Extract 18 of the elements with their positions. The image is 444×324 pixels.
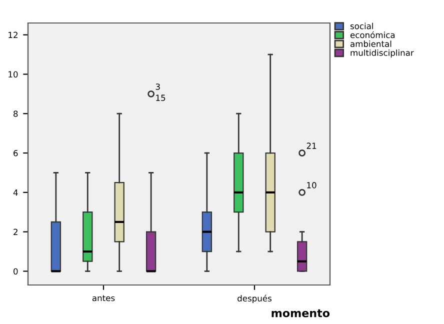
y-tick-label: 6 [14,150,18,156]
legend-label: económica [350,31,395,38]
y-tick-label: 12 [8,32,18,38]
legend-label: social [350,22,373,30]
annotation: 21 [306,142,316,149]
legend-label: ambiental [350,40,392,48]
x-tick-label: después [238,294,272,304]
y-tick-label: 8 [14,110,18,117]
annotation: 3 [156,84,160,90]
x-axis-title: momento [272,309,330,318]
x-tick-label: antes [92,295,115,302]
y-tick-label: 2 [14,228,18,235]
y-tick-label: 10 [8,71,18,78]
y-tick-label: 4 [13,190,18,196]
annotation: 15 [156,94,166,101]
legend-label: multidisciplinar [350,49,414,58]
annotation: 10 [307,182,316,188]
y-tick-label: 0 [14,268,18,274]
